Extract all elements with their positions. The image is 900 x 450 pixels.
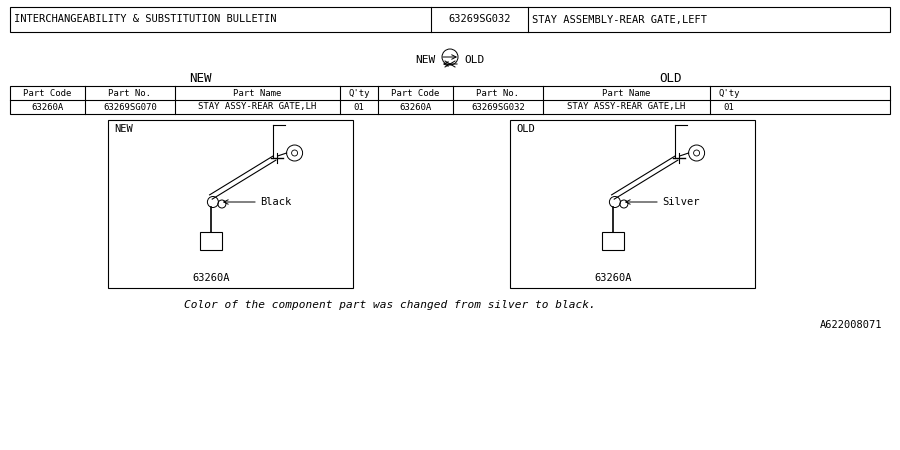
Text: 63269SG032: 63269SG032 <box>448 14 510 24</box>
Text: NEW: NEW <box>416 55 436 65</box>
Text: Part No.: Part No. <box>109 89 151 98</box>
Text: OLD: OLD <box>516 124 535 134</box>
Text: STAY ASSEMBLY-REAR GATE,LEFT: STAY ASSEMBLY-REAR GATE,LEFT <box>532 14 707 24</box>
Bar <box>108 120 353 288</box>
Bar <box>200 232 222 250</box>
Text: A622008071: A622008071 <box>820 320 882 330</box>
Text: 63260A: 63260A <box>400 103 432 112</box>
Text: Part Name: Part Name <box>602 89 651 98</box>
Text: STAY ASSY-REAR GATE,LH: STAY ASSY-REAR GATE,LH <box>198 103 317 112</box>
Text: Part No.: Part No. <box>476 89 519 98</box>
Text: Silver: Silver <box>662 197 699 207</box>
Bar <box>10 7 890 32</box>
Text: Q'ty: Q'ty <box>348 89 370 98</box>
Bar <box>10 86 890 114</box>
Text: Q'ty: Q'ty <box>718 89 740 98</box>
Text: 63269SG032: 63269SG032 <box>471 103 525 112</box>
Bar <box>602 232 624 250</box>
Text: INTERCHANGEABILITY & SUBSTITUTION BULLETIN: INTERCHANGEABILITY & SUBSTITUTION BULLET… <box>14 14 276 24</box>
Text: OLD: OLD <box>659 72 681 85</box>
Text: Color of the component part was changed from silver to black.: Color of the component part was changed … <box>184 300 596 310</box>
Text: 01: 01 <box>354 103 364 112</box>
Text: 63260A: 63260A <box>32 103 64 112</box>
Text: OLD: OLD <box>464 55 484 65</box>
Text: Black: Black <box>260 197 291 207</box>
Text: NEW: NEW <box>189 72 212 85</box>
Text: NEW: NEW <box>114 124 133 134</box>
Text: 63260A: 63260A <box>594 273 632 283</box>
Bar <box>510 120 755 288</box>
Text: 63269SG070: 63269SG070 <box>104 103 157 112</box>
Text: 63260A: 63260A <box>192 273 230 283</box>
Text: Part Code: Part Code <box>23 89 72 98</box>
Text: 01: 01 <box>724 103 734 112</box>
Text: Part Code: Part Code <box>392 89 440 98</box>
Text: Part Name: Part Name <box>233 89 282 98</box>
Text: STAY ASSY-REAR GATE,LH: STAY ASSY-REAR GATE,LH <box>567 103 686 112</box>
